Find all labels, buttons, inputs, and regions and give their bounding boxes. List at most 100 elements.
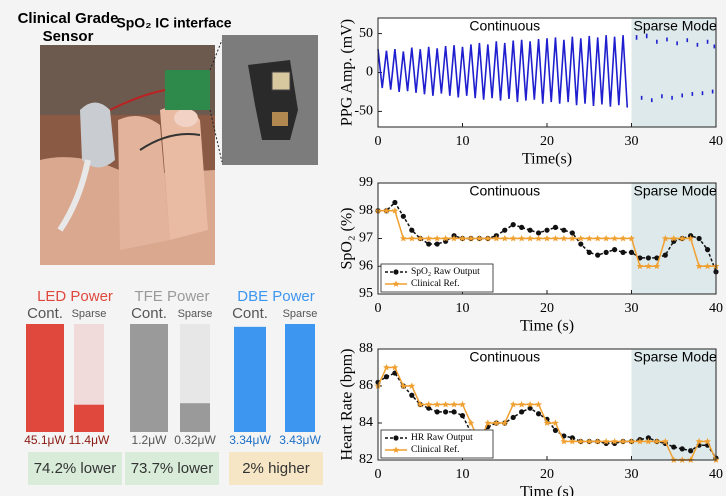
point: [426, 241, 431, 246]
point: [435, 241, 440, 246]
point: [688, 448, 693, 453]
column-label: Cont.: [131, 305, 167, 322]
y-tick-label: 95: [359, 286, 373, 301]
annotation: Sparse Mode: [634, 18, 717, 34]
y-tick-label: 88: [359, 341, 373, 356]
point: [697, 236, 702, 241]
point: [511, 222, 516, 227]
change-label: 74.2% lower: [34, 460, 117, 477]
y-tick-label: 0: [366, 65, 373, 80]
inset-photo: [210, 35, 318, 165]
highlight-region: [632, 349, 717, 460]
point: [663, 253, 668, 258]
annotation: Sparse Mode: [634, 183, 717, 199]
point: [392, 200, 397, 205]
x-tick-label: 0: [375, 301, 382, 316]
y-tick-label: 98: [359, 203, 373, 218]
point: [587, 250, 592, 255]
value-label: 45.1μW: [24, 433, 66, 447]
point: [544, 228, 549, 233]
point: [595, 253, 600, 258]
point: [519, 409, 524, 414]
point: [409, 228, 414, 233]
legend-marker: [393, 269, 398, 274]
x-axis-label: Time (s): [520, 484, 574, 496]
point: [536, 230, 541, 235]
point: [680, 446, 685, 451]
x-tick-label: 20: [540, 134, 554, 149]
column-label: Sparse: [283, 308, 318, 320]
group-title: TFE Power: [134, 288, 209, 305]
x-tick-label: 10: [456, 134, 470, 149]
point: [384, 374, 389, 379]
point: [536, 411, 541, 416]
legend-label: HR Raw Output: [411, 433, 473, 443]
legend-label: Clinical Ref.: [411, 278, 460, 289]
x-tick-label: 30: [625, 301, 639, 316]
x-tick-label: 40: [709, 467, 723, 482]
x-tick-label: 0: [375, 134, 382, 149]
bar: [180, 403, 210, 432]
value-label: 3.34μW: [229, 433, 271, 447]
y-tick-label: -50: [354, 104, 373, 119]
point: [451, 409, 456, 414]
value-label: 11.4μW: [69, 433, 110, 447]
point: [561, 228, 566, 233]
x-tick-label: 40: [709, 134, 723, 149]
x-tick-label: 30: [625, 467, 639, 482]
point: [409, 393, 414, 398]
y-tick-label: 99: [359, 175, 373, 190]
y-tick-label: 96: [359, 258, 373, 273]
point: [443, 409, 448, 414]
legend-label: Clinical Ref.: [411, 444, 460, 455]
bar: [234, 327, 266, 432]
bar: [130, 324, 168, 432]
sensor-label: Sensor: [43, 28, 94, 45]
interface-label: SpO₂ IC interface: [116, 15, 231, 31]
x-tick-label: 20: [540, 467, 554, 482]
annotation: Continuous: [469, 183, 540, 199]
annotation: Continuous: [469, 18, 540, 34]
bar: [26, 324, 64, 432]
y-axis-label: PPG Amp. (mV): [339, 19, 356, 126]
y-tick-label: 82: [359, 452, 373, 467]
point: [502, 228, 507, 233]
figure: Clinical Grade Sensor SpO₂ IC interface …: [0, 0, 726, 496]
x-tick-label: 10: [456, 301, 470, 316]
bar: [74, 405, 104, 432]
change-label: 73.7% lower: [131, 460, 214, 477]
point: [435, 409, 440, 414]
value-label: 1.2μW: [132, 433, 168, 447]
column-label: Sparse: [178, 308, 213, 320]
point: [578, 241, 583, 246]
point: [460, 413, 465, 418]
column-label: Cont.: [232, 305, 268, 322]
point: [511, 415, 516, 420]
column-label: Cont.: [27, 305, 63, 322]
bar: [285, 324, 315, 432]
column-label: Sparse: [72, 308, 107, 320]
x-tick-label: 10: [456, 467, 470, 482]
x-tick-label: 0: [375, 467, 382, 482]
value-label: 3.43μW: [279, 433, 321, 447]
point: [553, 225, 558, 230]
y-axis-label: Heart Rate (bpm): [339, 349, 356, 461]
point: [620, 250, 625, 255]
point: [629, 250, 634, 255]
y-tick-label: 86: [359, 378, 373, 393]
legend-label: SpO₂ Raw Output: [411, 267, 480, 277]
point: [705, 247, 710, 252]
x-axis-label: Time (s): [520, 318, 574, 335]
y-tick-label: 50: [359, 26, 373, 41]
x-axis-label: Time(s): [522, 151, 572, 168]
point: [528, 228, 533, 233]
point: [519, 225, 524, 230]
y-tick-label: 97: [359, 231, 373, 246]
point: [570, 230, 575, 235]
x-tick-label: 20: [540, 301, 554, 316]
x-tick-label: 40: [709, 301, 723, 316]
y-axis-label: SpO₂ (%): [339, 207, 356, 269]
point: [612, 247, 617, 252]
annotation: Continuous: [469, 349, 540, 365]
legend-marker: [393, 435, 398, 440]
